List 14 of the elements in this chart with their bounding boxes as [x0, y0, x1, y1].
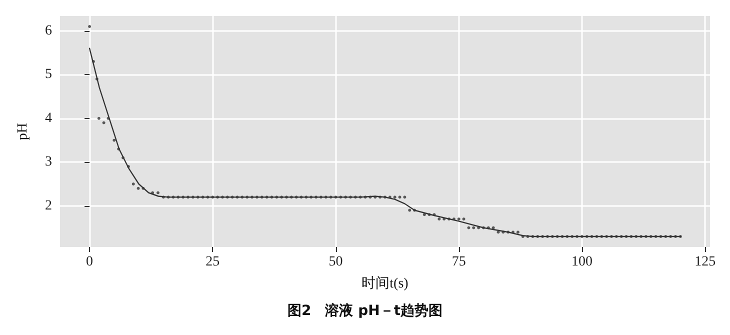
y-tick-label: 2	[45, 198, 52, 214]
text: 图2 溶液 pH－t趋势图	[287, 302, 443, 319]
y-tick-label: 4	[45, 110, 52, 126]
x-tick-label: 100	[571, 254, 592, 270]
y-tick-label: 5	[45, 67, 52, 82]
x-axis-title: 时间t(s)	[362, 276, 409, 292]
x-tick-label: 0	[86, 254, 94, 270]
y-axis-title: pH	[16, 122, 30, 140]
x-tick-label: 25	[206, 254, 220, 270]
y-tick-label: 6	[45, 23, 52, 38]
y-tick-label: 3	[45, 154, 52, 170]
x-tick-label: 75	[452, 254, 466, 270]
x-tick-label: 50	[328, 254, 343, 270]
x-tick-label: 125	[694, 254, 716, 270]
